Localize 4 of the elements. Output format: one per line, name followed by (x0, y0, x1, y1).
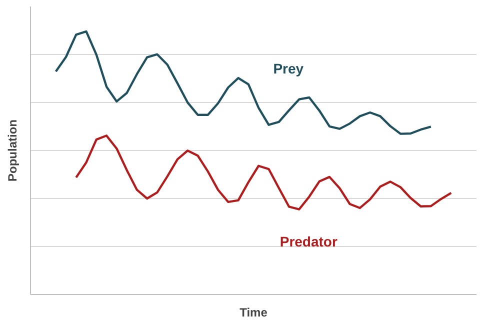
series-label: Prey (273, 60, 304, 76)
text: Predator (280, 234, 338, 250)
x-axis-title: Time (240, 306, 268, 320)
y-axis-title: Population (6, 119, 20, 182)
